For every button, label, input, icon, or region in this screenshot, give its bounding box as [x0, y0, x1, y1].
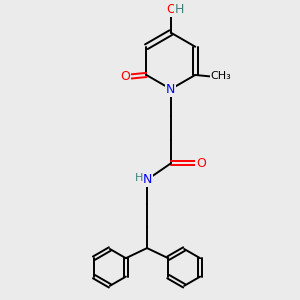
Text: O: O [166, 3, 176, 16]
Text: O: O [120, 70, 130, 83]
Text: N: N [142, 173, 152, 186]
Text: N: N [166, 82, 176, 96]
Text: CH₃: CH₃ [211, 71, 232, 82]
Text: O: O [196, 157, 206, 170]
Text: H: H [134, 173, 143, 183]
Text: H: H [175, 3, 184, 16]
